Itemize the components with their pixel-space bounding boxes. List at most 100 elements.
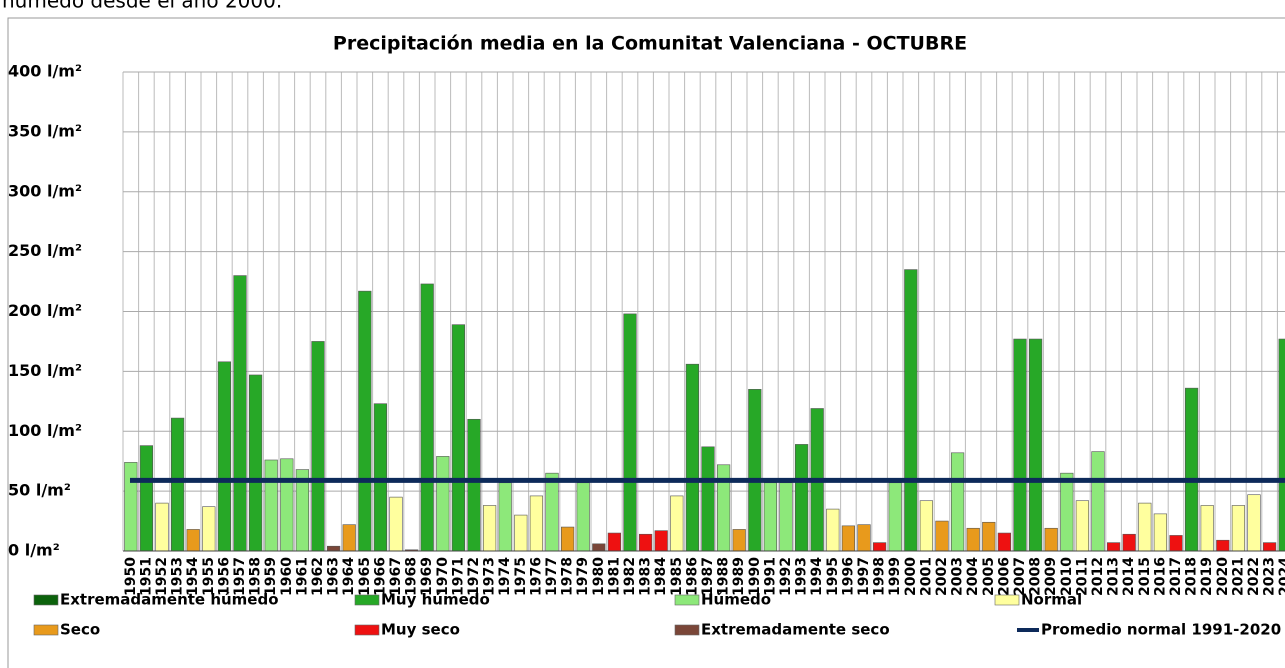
bar — [966, 527, 980, 552]
x-tick-label: 1997 — [856, 557, 872, 596]
x-tick-label: 1951 — [138, 557, 154, 596]
x-tick-label: 2005 — [981, 557, 997, 596]
bar — [1169, 535, 1183, 552]
x-tick-label: 1966 — [372, 557, 388, 596]
x-tick-label: 1971 — [450, 557, 466, 596]
x-tick-label: 1950 — [123, 557, 139, 596]
bar — [826, 508, 840, 552]
bar — [326, 545, 341, 552]
bar — [592, 543, 606, 552]
x-tick-label: 2003 — [950, 557, 966, 596]
bar — [545, 472, 559, 552]
x-tick-label: 1987 — [700, 557, 716, 596]
bar — [1247, 494, 1261, 552]
x-tick-label: 1952 — [154, 557, 170, 596]
bar — [1200, 505, 1214, 552]
x-tick-label: 1998 — [872, 557, 888, 596]
bar — [389, 496, 403, 552]
x-tick-label: 1962 — [310, 557, 326, 596]
legend-label: Extremadamente húmedo — [60, 591, 279, 609]
bar — [171, 417, 185, 552]
legend-swatch — [354, 594, 380, 606]
bar — [919, 500, 933, 552]
x-tick-label: 1996 — [840, 557, 856, 596]
bar — [872, 542, 887, 552]
x-tick-label: 1995 — [825, 557, 841, 596]
x-tick-label: 2018 — [1184, 557, 1200, 596]
bar — [233, 275, 247, 552]
bar — [701, 446, 715, 552]
bar — [139, 445, 154, 552]
bar — [529, 495, 543, 552]
x-tick-label: 1988 — [716, 557, 732, 596]
bar — [1153, 513, 1167, 552]
x-tick-label: 1972 — [466, 557, 482, 596]
bar — [1044, 527, 1058, 552]
x-tick-label: 2024 — [1277, 557, 1285, 596]
x-tick-label: 1991 — [762, 557, 778, 596]
x-tick-label: 2013 — [1106, 557, 1122, 596]
x-tick-label: 1960 — [279, 557, 295, 596]
bar — [638, 533, 653, 552]
x-tick-label: 1979 — [575, 557, 591, 596]
chart-frame — [7, 17, 1285, 668]
x-tick-label: 1986 — [684, 557, 700, 596]
bar — [1278, 338, 1285, 552]
y-tick-label: 100 l/m² — [8, 421, 82, 440]
x-tick-label: 2023 — [1262, 557, 1278, 596]
legend-label: Muy húmedo — [381, 591, 490, 609]
bar — [124, 462, 138, 552]
bar — [794, 444, 809, 552]
x-tick-label: 1980 — [591, 557, 607, 596]
x-tick-label: 2012 — [1090, 557, 1106, 596]
bar — [264, 459, 278, 552]
bar — [1091, 451, 1105, 552]
x-tick-label: 1977 — [544, 557, 560, 596]
bar — [670, 495, 684, 552]
x-tick-label: 1963 — [326, 557, 342, 596]
x-tick-label: 1982 — [622, 557, 638, 596]
x-tick-label: 2006 — [996, 557, 1012, 596]
bar — [451, 324, 466, 552]
x-tick-label: 2022 — [1246, 557, 1262, 596]
legend-swatch — [674, 624, 700, 636]
legend-swatch — [354, 624, 380, 636]
x-tick-label: 1983 — [638, 557, 654, 596]
bar — [1060, 472, 1074, 552]
bar — [560, 526, 575, 552]
x-tick-label: 1992 — [778, 557, 794, 596]
x-tick-label: 1967 — [388, 557, 404, 596]
bar — [186, 529, 200, 552]
bar — [779, 482, 793, 552]
bar — [685, 363, 699, 552]
bar — [373, 403, 388, 552]
x-tick-label: 2007 — [1012, 557, 1028, 596]
legend-swatch — [994, 594, 1020, 606]
legend-swatch — [674, 594, 700, 606]
bar — [904, 269, 918, 552]
legend-label: Promedio normal 1991-2020 — [1041, 621, 1281, 639]
x-tick-label: 1959 — [263, 557, 279, 596]
y-tick-label: 150 l/m² — [8, 361, 82, 380]
bar — [716, 464, 731, 552]
legend-label: Seco — [60, 621, 100, 639]
x-tick-label: 1958 — [248, 557, 264, 596]
bar — [311, 341, 325, 552]
bar — [1122, 533, 1136, 552]
x-tick-label: 2015 — [1137, 557, 1153, 596]
bar — [997, 532, 1011, 552]
legend-label: Húmedo — [701, 591, 771, 609]
bar — [763, 482, 777, 552]
x-tick-label: 1961 — [294, 557, 310, 596]
x-tick-label: 1985 — [669, 557, 685, 596]
bar — [498, 482, 512, 552]
x-tick-label: 2021 — [1230, 557, 1246, 596]
x-tick-label: 2016 — [1152, 557, 1168, 596]
bar — [217, 361, 232, 552]
bar — [1075, 500, 1089, 552]
y-tick-label: 400 l/m² — [8, 62, 82, 81]
x-tick-label: 1984 — [653, 557, 669, 596]
bar — [1185, 387, 1199, 552]
x-tick-label: 1975 — [513, 557, 529, 596]
bar — [467, 418, 481, 552]
